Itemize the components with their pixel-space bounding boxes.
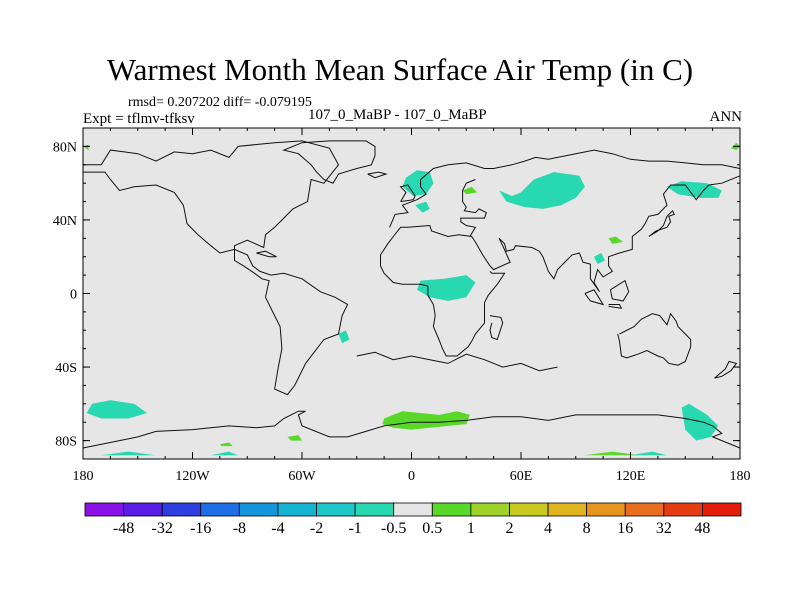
coastline-8	[399, 184, 416, 203]
anomaly-region-13	[608, 236, 624, 244]
coastline-15	[367, 171, 388, 179]
x-tick-label-2: 60W	[288, 469, 316, 484]
coastline-3	[460, 179, 487, 237]
colorbar-label-0: -48	[113, 520, 134, 537]
colorbar-label-3: -8	[233, 520, 246, 537]
coastline-2	[380, 175, 741, 357]
colorbar-label-7: -0.5	[381, 520, 406, 537]
colorbar-swatch-0	[84, 502, 124, 517]
colorbar-swatch-10	[470, 502, 510, 517]
anomaly-region-12	[382, 411, 470, 430]
coastline-14	[256, 250, 277, 258]
colorbar-label-8: 0.5	[422, 520, 442, 537]
colorbar-label-13: 16	[617, 520, 633, 537]
colorbar-label-6: -1	[348, 520, 361, 537]
colorbar-label-10: 2	[505, 520, 513, 537]
colorbar-swatch-8	[393, 502, 433, 517]
coastline-6	[714, 360, 738, 379]
colorbar-swatch-12	[547, 502, 588, 517]
experiment-label: Expt = tflmv-tfksv	[83, 111, 195, 127]
colorbar-swatch-14	[624, 502, 665, 517]
coastline-10	[82, 410, 741, 449]
colorbar-label-11: 4	[544, 520, 552, 537]
colorbar-swatch-1	[123, 502, 163, 517]
y-axis: 80N 40N 0 40S 80S	[53, 127, 740, 460]
colorbar-swatch-16	[702, 502, 742, 517]
colorbar-swatch-11	[509, 502, 549, 517]
x-axis: 180 120W 60W 0 60E 120E 180	[73, 128, 751, 484]
coastline-16	[356, 351, 558, 372]
colorbar-swatch-6	[316, 502, 356, 517]
x-tick-label-4: 60E	[510, 469, 533, 484]
chart-title: Warmest Month Mean Surface Air Temp (in …	[106, 52, 694, 87]
anomaly-region-9	[210, 451, 239, 456]
colorbar-label-4: -4	[271, 520, 284, 537]
anomaly-region-5	[417, 275, 476, 301]
y-tick-label-0: 80N	[53, 140, 77, 155]
coastline-0	[83, 140, 349, 396]
colorbar-label-9: 1	[467, 520, 475, 537]
anomaly-region-4	[594, 253, 605, 265]
x-tick-label-0: 180	[73, 469, 94, 484]
x-tick-label-6: 180	[730, 469, 751, 484]
x-tick-label-1: 120W	[175, 469, 210, 484]
anomaly-region-14	[462, 186, 478, 195]
colorbar-swatch-5	[277, 502, 317, 517]
colorbar-swatch-7	[354, 502, 395, 517]
coastline-1	[389, 149, 741, 228]
y-tick-label-1: 40N	[53, 214, 77, 229]
stats-text: rmsd= 0.207202 diff= -0.079195	[128, 95, 312, 110]
coastline-12	[608, 304, 623, 309]
anomaly-region-19	[584, 451, 640, 456]
coastline-11	[584, 289, 605, 306]
y-tick-label-3: 40S	[55, 361, 77, 376]
colorbar: -48 -32 -16 -8 -4 -2 -1 -0.5 0.5 1 2 4 8 16 32 48	[84, 502, 742, 537]
anomaly-region-7	[86, 400, 147, 419]
colorbar-swatch-2	[161, 502, 202, 517]
coastlines	[82, 140, 741, 449]
x-tick-label-3: 0	[408, 469, 415, 484]
colorbar-swatch-4	[238, 502, 279, 517]
anomaly-regions	[83, 142, 740, 456]
colorbar-label-15: 48	[694, 520, 710, 537]
coastline-7	[648, 209, 676, 237]
anomaly-region-1	[499, 172, 585, 209]
colorbar-label-2: -16	[190, 520, 211, 537]
anomaly-region-3	[415, 201, 430, 213]
y-tick-label-4: 80S	[55, 435, 77, 450]
x-tick-label-5: 120E	[616, 469, 646, 484]
colorbar-label-12: 8	[583, 520, 591, 537]
colorbar-label-1: -32	[152, 520, 173, 537]
anomaly-region-15	[287, 435, 302, 441]
y-tick-label-2: 0	[70, 288, 77, 303]
coastline-13	[609, 279, 630, 302]
colorbar-swatch-3	[200, 502, 240, 517]
anomaly-region-8	[681, 403, 719, 441]
coastline-9	[282, 140, 376, 184]
colorbar-swatch-9	[431, 502, 472, 517]
colorbar-swatch-13	[586, 502, 626, 517]
season-label: ANN	[709, 109, 743, 125]
colorbar-label-14: 32	[656, 520, 672, 537]
colorbar-swatch-15	[663, 502, 703, 517]
anomaly-region-16	[219, 442, 233, 447]
colorbar-label-5: -2	[310, 520, 323, 537]
coastline-5	[617, 312, 692, 366]
anomaly-region-10	[101, 451, 156, 456]
anomaly-region-6	[338, 330, 350, 344]
coastline-4	[489, 315, 504, 341]
anomaly-region-0	[402, 170, 434, 196]
anomaly-region-11	[630, 451, 667, 456]
comparison-label: 107_0_MaBP - 107_0_MaBP	[308, 107, 487, 123]
